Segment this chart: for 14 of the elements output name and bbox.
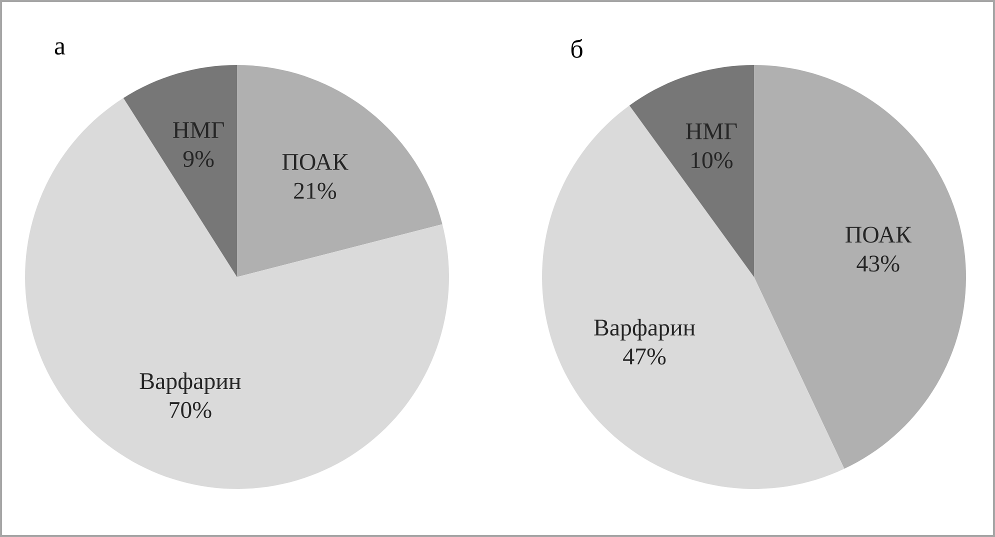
data-label: 9%	[183, 150, 214, 168]
slice-label: Варфарин	[140, 372, 241, 394]
slice-label: ПОАК	[282, 154, 348, 170]
data-label: 70%	[170, 402, 212, 418]
data-label: 10%	[692, 152, 733, 168]
slice-label: НМГ	[686, 123, 737, 140]
slice-label: НМГ	[173, 122, 224, 138]
data-label: 43%	[856, 256, 900, 272]
data-label: 47%	[623, 348, 666, 365]
data-label: 21%	[294, 182, 336, 199]
slice-label: ПОАК	[846, 226, 912, 243]
chart-title: а	[54, 42, 66, 55]
chart-title: б	[571, 39, 582, 58]
slice-label: Варфарин	[594, 318, 696, 341]
